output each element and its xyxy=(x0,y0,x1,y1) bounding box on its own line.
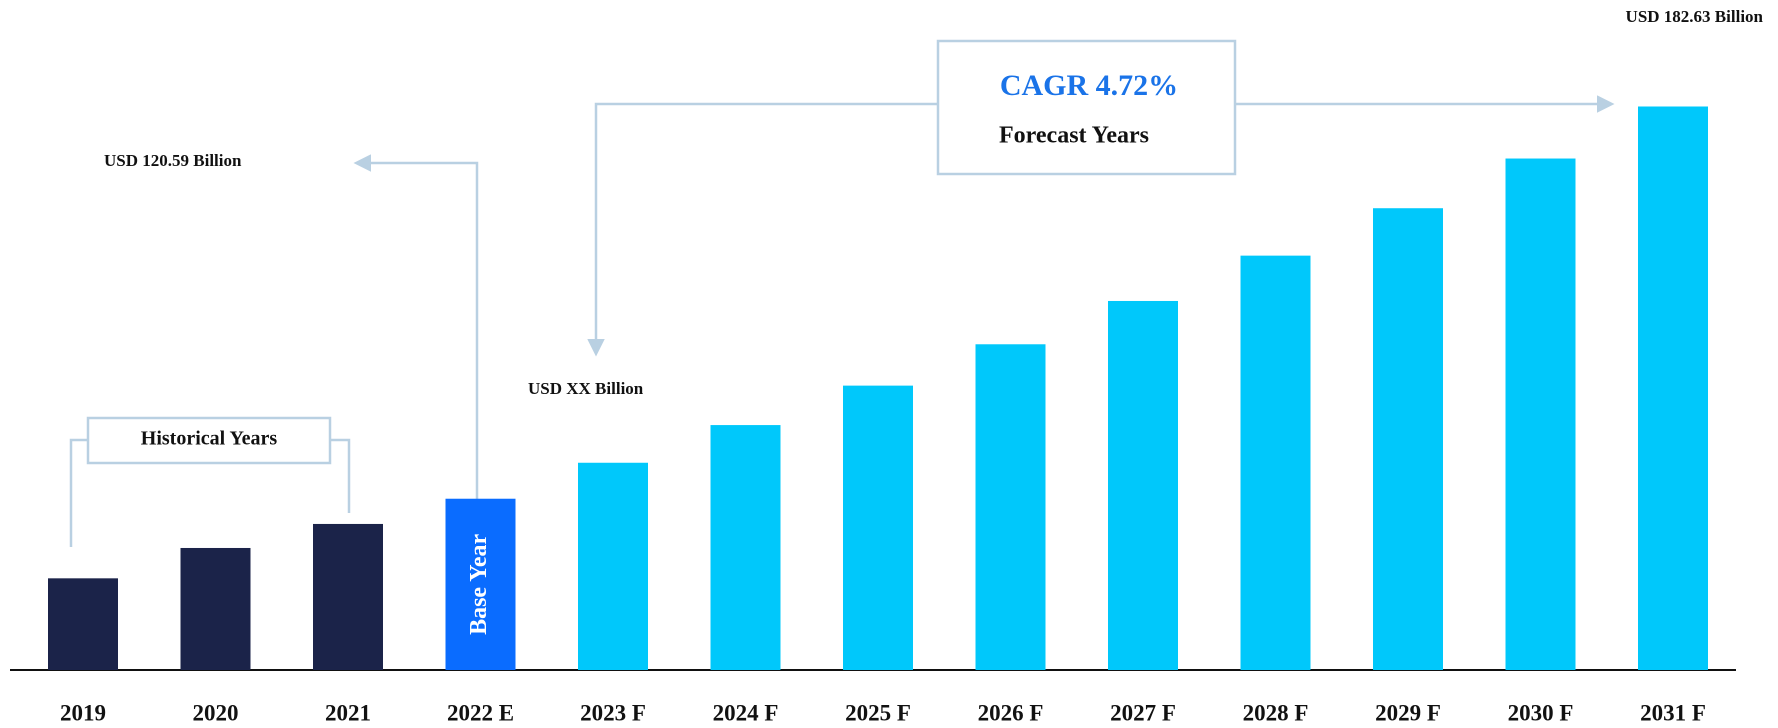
bar-label: Base Year xyxy=(466,533,492,634)
base-year-arrow xyxy=(353,154,479,499)
x-tick-label: 2026 F xyxy=(978,700,1044,725)
x-tick-label: 2028 F xyxy=(1243,700,1309,725)
x-tick-label: 2024 F xyxy=(713,700,779,725)
forecast-box xyxy=(936,39,1237,176)
bar xyxy=(313,523,383,670)
x-tick-label: 2023 F xyxy=(580,700,646,725)
bar xyxy=(48,578,118,670)
annotation: Forecast Years xyxy=(999,123,1149,149)
x-tick-label: 2030 F xyxy=(1508,700,1574,725)
bar xyxy=(843,385,913,670)
x-tick-label: 2020 xyxy=(193,700,239,725)
annotation: CAGR 4.72% xyxy=(1000,69,1178,102)
forecast-arrow-left xyxy=(587,102,938,357)
bar xyxy=(578,462,648,670)
x-tick-label: 2022 E xyxy=(447,700,514,725)
x-tick-label: 2019 xyxy=(60,700,106,725)
bar xyxy=(710,425,781,670)
annotation: USD XX Billion xyxy=(528,379,644,398)
bar xyxy=(1505,158,1576,671)
bar xyxy=(975,344,1046,670)
annotation: Historical Years xyxy=(141,428,278,450)
bar xyxy=(180,547,251,670)
bar xyxy=(1373,208,1443,670)
bar xyxy=(445,498,516,670)
x-tick-label: 2025 F xyxy=(845,700,911,725)
bar xyxy=(1638,106,1708,671)
historical-bracket-right xyxy=(330,438,351,513)
annotation: USD 182.63 Billion xyxy=(1626,7,1764,26)
historical-bracket-left xyxy=(69,438,88,547)
x-tick-label: 2031 F xyxy=(1640,700,1706,725)
x-tick-label: 2027 F xyxy=(1110,700,1176,725)
x-tick-label: 2029 F xyxy=(1375,700,1441,725)
annotation: USD 120.59 Billion xyxy=(104,151,242,170)
bar xyxy=(1240,255,1311,670)
x-tick-label: 2021 xyxy=(325,700,371,725)
bar xyxy=(1108,300,1178,670)
